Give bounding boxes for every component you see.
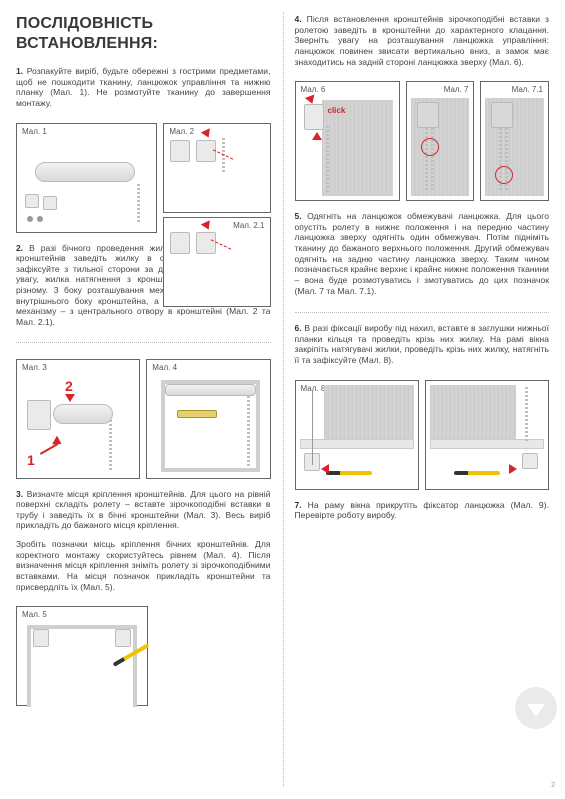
step-5-text: 5. Одягніть на ланцюжок обмежувачі ланцю… — [295, 211, 550, 296]
figure-2-label: Мал. 2 — [169, 127, 194, 137]
figure-3-marker-2: 2 — [65, 378, 73, 396]
figure-7-label: Мал. 7 — [444, 85, 469, 95]
figure-5-label: Мал. 5 — [22, 610, 47, 620]
figure-4: Мал. 4 — [146, 359, 270, 479]
step-6-text: 6. В разі фіксації виробу під нахил, вст… — [295, 323, 550, 366]
figure-7: Мал. 7 — [406, 81, 475, 201]
figure-9: Мал. 9 — [425, 380, 549, 490]
step-7-text: 7. На раму вікна прикрутіть фіксатор лан… — [295, 500, 550, 521]
figure-3-label: Мал. 3 — [22, 363, 47, 373]
figure-6-label: Мал. 6 — [301, 85, 326, 95]
figure-row-3: Мал. 5 — [16, 606, 271, 706]
figure-2-1: Мал. 2.1 — [163, 217, 270, 307]
figure-4-label: Мал. 4 — [152, 363, 177, 373]
step-3a-text: 3. Визначте місця кріплення кронштейнів.… — [16, 489, 271, 532]
figure-1-label: Мал. 1 — [22, 127, 47, 137]
figure-7-1: Мал. 7.1 — [480, 81, 549, 201]
left-column: ПОСЛІДОВНІСТЬ ВСТАНОВЛЕННЯ: 1. Розпакуйт… — [0, 0, 283, 799]
step-4-text: 4. Після встановлення кронштейнів зірочк… — [295, 14, 550, 67]
watermark-icon — [515, 687, 557, 729]
section-divider — [16, 342, 271, 343]
figure-3-marker-1: 1 — [27, 452, 35, 470]
step-1-text: 1. Розпакуйте виріб, будьте обережні з г… — [16, 66, 271, 109]
page-title: ПОСЛІДОВНІСТЬ ВСТАНОВЛЕННЯ: — [16, 14, 271, 54]
figure-7-1-label: Мал. 7.1 — [512, 85, 543, 95]
figure-8: Мал. 8 — [295, 380, 419, 490]
figure-row-2: Мал. 3 1 2 Мал. 4 — [16, 359, 271, 479]
figure-row-1: Мал. 1 Мал. 2 Мал. 2.1 — [16, 123, 271, 233]
figure-6: Мал. 6 click — [295, 81, 400, 201]
figure-6-click-label: click — [328, 106, 346, 116]
figure-row-5: Мал. 8 Мал. 9 — [295, 380, 550, 490]
figure-3: Мал. 3 1 2 — [16, 359, 140, 479]
figure-2-1-label: Мал. 2.1 — [233, 221, 264, 231]
figure-row-4: Мал. 6 click Мал. 7 Мал. 7.1 — [295, 81, 550, 201]
section-divider-right — [295, 312, 550, 313]
figure-5: Мал. 5 — [16, 606, 148, 706]
right-column: 4. Після встановлення кронштейнів зірочк… — [283, 0, 565, 799]
figure-1: Мал. 1 — [16, 123, 157, 233]
step-3b-text: Зробіть позначки місць кріплення бічних … — [16, 539, 271, 592]
figure-8-label: Мал. 8 — [301, 384, 326, 394]
page-number: 2 — [551, 782, 555, 791]
column-divider — [283, 12, 284, 787]
figure-2: Мал. 2 — [163, 123, 270, 213]
